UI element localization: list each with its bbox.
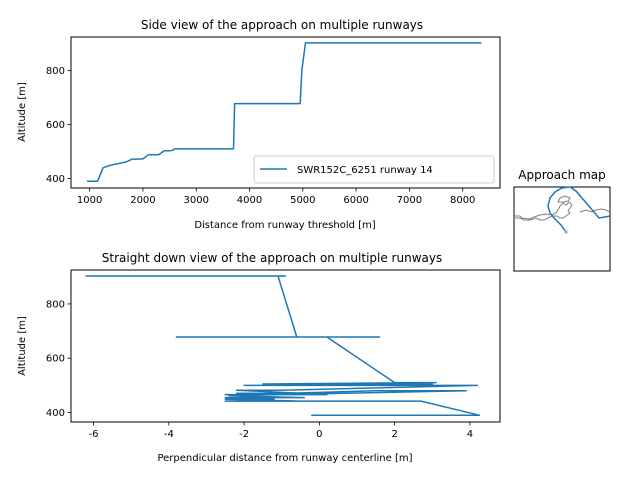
- side-view-ylabel: Altitude [m]: [17, 82, 28, 142]
- side-view-title: Side view of the approach on multiple ru…: [141, 18, 423, 32]
- map-approach-track: [547, 186, 611, 233]
- x-tick-label: -6: [89, 429, 99, 440]
- x-tick-label: 2: [391, 429, 397, 440]
- x-tick-label: 4000: [237, 195, 262, 206]
- top-down-view-ticks: -6 -4 -2 0 2 4 400 600 800: [46, 299, 473, 440]
- side-view-axes-frame: [70, 36, 501, 189]
- map-lake-outline: [557, 195, 571, 203]
- x-tick-label: 3000: [184, 195, 209, 206]
- side-view-xlabel: Distance from runway threshold [m]: [194, 220, 375, 231]
- y-tick-label: 600: [46, 120, 65, 131]
- y-tick-label: 600: [46, 354, 65, 365]
- y-tick-label: 400: [46, 174, 65, 185]
- map-coastline-west: [514, 201, 573, 221]
- legend-frame: [253, 155, 495, 184]
- x-tick-label: 0: [316, 429, 322, 440]
- x-tick-label: 1000: [77, 195, 102, 206]
- top-down-view-ylabel: Altitude [m]: [17, 316, 28, 376]
- top-down-view-xlabel: Perpendicular distance from runway cente…: [157, 453, 412, 464]
- side-view-legend: SWR152C_6251 runway 14: [253, 155, 495, 184]
- x-tick-label: -4: [164, 429, 174, 440]
- top-down-view-axes-frame: [70, 269, 501, 423]
- x-tick-label: 5000: [290, 195, 315, 206]
- map-coastline-east: [579, 208, 611, 213]
- approach-map-title: Approach map: [518, 168, 606, 182]
- top-down-view-title: Straight down view of the approach on mu…: [102, 251, 442, 265]
- top-down-view-chart: Straight down view of the approach on mu…: [17, 251, 501, 464]
- x-tick-label: 4: [467, 429, 473, 440]
- approach-map-frame: [513, 186, 611, 272]
- y-tick-label: 400: [46, 408, 65, 419]
- y-tick-label: 800: [46, 66, 65, 77]
- series-line: [87, 42, 482, 183]
- x-tick-label: 7000: [397, 195, 422, 206]
- side-view-series: [87, 42, 482, 183]
- x-tick-label: 2000: [130, 195, 155, 206]
- legend-label: SWR152C_6251 runway 14: [297, 165, 433, 176]
- side-view-ticks: 1000 2000 3000 4000 5000 6000 7000 8000 400 600 80…: [46, 66, 476, 206]
- map-runway-marker: [564, 230, 568, 234]
- x-tick-label: 6000: [343, 195, 368, 206]
- x-tick-label: -2: [239, 429, 249, 440]
- top-down-view-series: [85, 275, 481, 416]
- x-tick-label: 8000: [450, 195, 475, 206]
- series-line: [85, 275, 481, 416]
- y-tick-label: 800: [46, 299, 65, 310]
- approach-map: Approach map: [513, 168, 611, 272]
- side-view-chart: Side view of the approach on multiple ru…: [17, 18, 501, 231]
